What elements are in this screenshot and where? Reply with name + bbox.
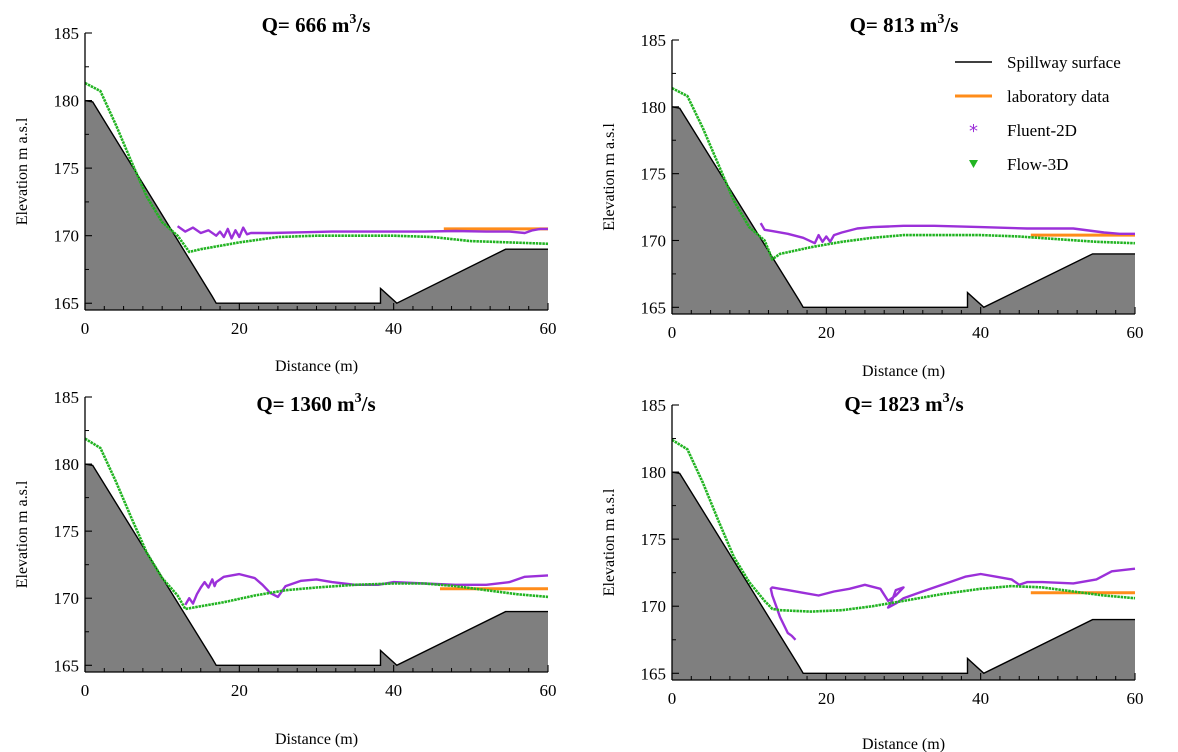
y-tick-label: 175 [54,159,80,178]
spillway-fill [672,106,1135,314]
title-discharge: 1823 [878,392,925,416]
y-axis-label: Elevation m a.s.l [601,123,618,231]
title-unit-base: m [332,13,350,37]
y-tick-label: 185 [54,24,80,43]
title-unit-exp: 3 [355,391,362,406]
y-tick-label: 185 [641,31,667,50]
x-tick-label: 20 [818,689,835,708]
title-unit-suffix: /s [355,13,370,37]
y-tick-label: 170 [641,231,667,250]
x-tick-label: 20 [231,319,248,338]
spillway-surface-line [671,106,1135,309]
legend-label-spillway-surface: Spillway surface [1007,53,1121,72]
title-discharge: 813 [883,13,920,37]
title-unit-exp: 3 [937,12,944,27]
title-unit-suffix: /s [943,13,958,37]
x-axis-label: Distance (m) [275,358,358,375]
y-tick-label: 165 [641,298,667,317]
series-flow-3d [671,438,1136,613]
y-axis-label: Elevation m a.s.l [14,117,31,225]
title-prefix: Q= [844,392,878,416]
x-axis-label: Distance (m) [862,736,945,752]
series-fluent-2d [769,567,1136,641]
legend-label-laboratory-data: laboratory data [1007,87,1110,106]
title-prefix: Q= [850,13,884,37]
title-unit-suffix: /s [949,392,964,416]
spillway-surface-line [671,471,1135,675]
y-tick-label: 170 [54,589,80,608]
x-axis-label: Distance (m) [275,731,358,748]
x-tick-label: 20 [818,323,835,342]
legend-label-flow-3d: Flow-3D [1007,155,1068,174]
y-tick-label: 170 [641,597,667,616]
title-unit-base: m [925,392,943,416]
y-tick-label: 165 [641,664,667,683]
legend-label-fluent-2d: Fluent-2D [1007,121,1077,140]
x-tick-label: 60 [540,681,557,700]
y-tick-label: 165 [54,656,80,675]
spillway-surface-line [84,463,548,667]
x-tick-label: 0 [81,681,90,700]
series-flow-3d [84,81,549,254]
y-tick-label: 175 [641,165,667,184]
y-tick-label: 180 [641,463,667,482]
y-tick-label: 175 [641,530,667,549]
y-tick-label: 185 [641,396,667,415]
x-tick-label: 40 [972,323,989,342]
y-axis-label: Elevation m a.s.l [14,480,31,588]
y-tick-label: 180 [54,92,80,111]
x-tick-label: 60 [540,319,557,338]
chart-title: Q= 813 m3/s [850,12,959,37]
spillway-fill [672,472,1135,680]
title-unit-exp: 3 [349,12,356,27]
series-fluent-2d [759,222,1135,245]
x-tick-label: 60 [1127,323,1144,342]
y-tick-label: 185 [54,388,80,407]
chart-panel-1: 165 170 175 180 185 0 20 40 60 Distance (m) Elevat… [14,12,557,375]
chart-panel-3: 165 170 175 180 185 0 20 40 60 Distance (m) Elevat… [14,388,557,748]
y-tick-label: 170 [54,227,80,246]
legend-swatch-flow-3d [969,160,978,168]
x-tick-label: 40 [972,689,989,708]
spillway-fill [85,464,548,672]
legend: Spillway surface laboratory data * Fluent-2… [955,53,1121,174]
chart-title: Q= 666 m3/s [262,12,371,37]
series-fluent-2d [176,225,548,240]
x-axis-label: Distance (m) [862,363,945,380]
y-tick-label: 165 [54,294,80,313]
x-tick-label: 0 [668,323,677,342]
series-flow-3d [671,86,1136,262]
series-flow-3d [84,437,549,611]
x-tick-label: 60 [1127,689,1144,708]
title-unit-base: m [337,392,355,416]
spillway-fill [85,100,548,310]
legend-swatch-fluent-2d: * [969,121,978,142]
x-tick-label: 40 [385,681,402,700]
x-tick-label: 40 [385,319,402,338]
x-tick-label: 0 [81,319,90,338]
title-unit-suffix: /s [361,392,376,416]
title-unit-exp: 3 [943,391,950,406]
y-tick-label: 175 [54,522,80,541]
x-tick-label: 20 [231,681,248,700]
chart-title: Q= 1823 m3/s [844,391,963,416]
y-tick-label: 180 [54,455,80,474]
chart-panel-2: 165 170 175 180 185 0 20 40 60 Distance (m) Elevat… [601,12,1144,380]
chart-title: Q= 1360 m3/s [256,391,375,416]
title-prefix: Q= [256,392,290,416]
title-prefix: Q= [262,13,296,37]
x-tick-label: 0 [668,689,677,708]
y-axis-label: Elevation m a.s.l [601,488,618,596]
chart-panel-4: 165 170 175 180 185 0 20 40 60 Distance (m) Elevat… [601,391,1144,752]
title-discharge: 666 [295,13,332,37]
y-tick-label: 180 [641,98,667,117]
title-unit-base: m [920,13,938,37]
title-discharge: 1360 [290,392,337,416]
